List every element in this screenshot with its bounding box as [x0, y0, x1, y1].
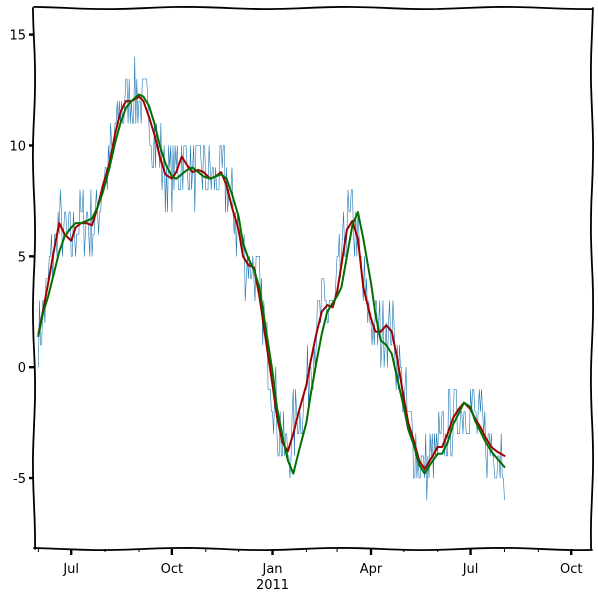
frame-left — [31, 7, 37, 550]
series-green-line — [37, 93, 506, 475]
series-layer — [37, 56, 506, 501]
y-tick-label: 15 — [9, 29, 26, 44]
plot-frame — [31, 5, 595, 552]
x-axis: Jul Oct Jan Apr Jul Oct — [37, 549, 582, 577]
series-noisy-line — [38, 56, 505, 501]
x-axis-year-label: 2011 — [256, 578, 289, 593]
frame-bottom — [33, 546, 593, 552]
y-tick-label: 5 — [18, 250, 26, 265]
x-tick-label: Jan — [261, 562, 282, 577]
plot-background — [34, 8, 592, 549]
y-axis: 15 10 5 0 -5 — [9, 29, 34, 487]
frame-top — [33, 5, 593, 11]
frame-right — [589, 7, 595, 550]
x-tick-label: Jul — [462, 562, 479, 577]
x-tick-label: Oct — [161, 562, 183, 577]
y-tick-label: 0 — [18, 361, 26, 376]
x-tick-label: Apr — [360, 562, 383, 577]
y-tick-label: 10 — [9, 139, 26, 154]
x-tick-label: Jul — [62, 562, 79, 577]
y-tick-label: -5 — [13, 472, 26, 487]
series-red-line — [37, 95, 506, 471]
x-tick-label: Oct — [560, 562, 582, 577]
